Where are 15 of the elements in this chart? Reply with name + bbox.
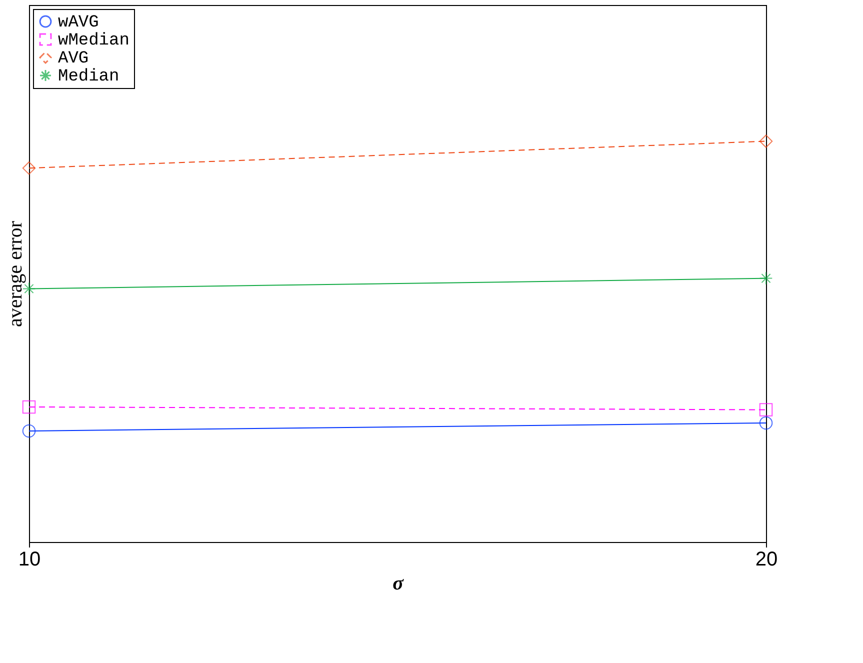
x-axis-title: σ — [392, 572, 405, 594]
point — [759, 403, 773, 416]
x-tick-label: 20 — [755, 548, 778, 570]
point — [22, 161, 36, 175]
point — [759, 416, 773, 430]
point — [22, 400, 36, 414]
point — [759, 134, 773, 148]
legend-label: wAVG — [58, 14, 99, 32]
point — [759, 272, 773, 285]
y-axis-title: average error — [4, 220, 26, 328]
point — [22, 424, 36, 438]
legend-label: AVG — [58, 50, 89, 68]
legend-label: Median — [58, 68, 120, 86]
legend-label: wMedian — [58, 32, 130, 50]
x-tick-label: 10 — [18, 548, 41, 570]
